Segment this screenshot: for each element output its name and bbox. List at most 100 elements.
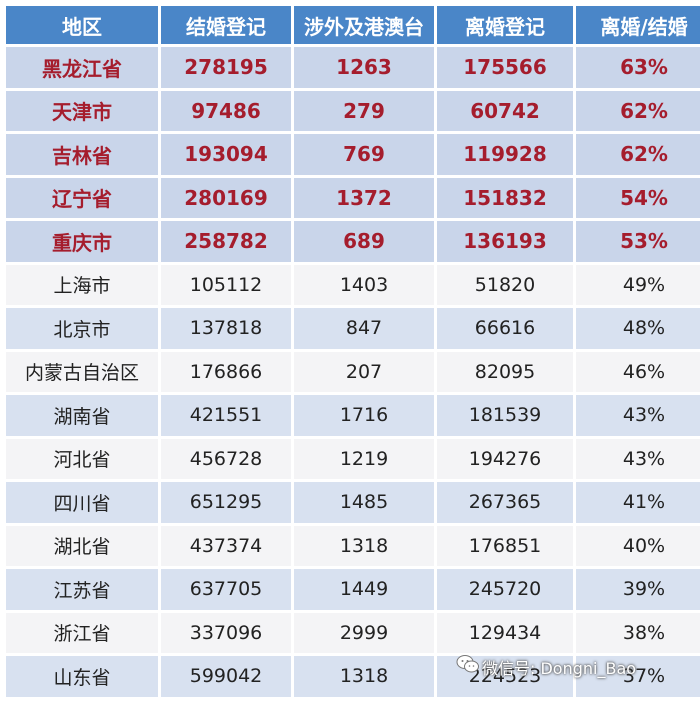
- header-foreign: 涉外及港澳台: [294, 6, 434, 44]
- cell-region: 河北省: [6, 438, 158, 479]
- cell-ratio: 43%: [576, 438, 700, 479]
- cell-marriage: 97486: [161, 90, 291, 131]
- cell-divorce: 194276: [437, 438, 573, 479]
- cell-region: 湖南省: [6, 395, 158, 436]
- cell-marriage: 193094: [161, 134, 291, 175]
- cell-foreign: 1449: [294, 569, 434, 610]
- cell-marriage: 280169: [161, 177, 291, 218]
- cell-divorce: 129434: [437, 612, 573, 653]
- cell-foreign: 1372: [294, 177, 434, 218]
- cell-region: 内蒙古自治区: [6, 351, 158, 392]
- cell-ratio: 48%: [576, 308, 700, 349]
- table-row: 四川省 651295 1485 267365 41%: [6, 482, 700, 523]
- cell-foreign: 1318: [294, 525, 434, 566]
- cell-ratio: 41%: [576, 482, 700, 523]
- table-row: 北京市 137818 847 66616 48%: [6, 308, 700, 349]
- cell-divorce: 82095: [437, 351, 573, 392]
- cell-foreign: 207: [294, 351, 434, 392]
- cell-divorce: 151832: [437, 177, 573, 218]
- cell-ratio: 39%: [576, 569, 700, 610]
- cell-ratio: 38%: [576, 612, 700, 653]
- cell-foreign: 279: [294, 90, 434, 131]
- wechat-icon: [456, 655, 479, 673]
- cell-marriage: 105112: [161, 264, 291, 305]
- header-region: 地区: [6, 6, 158, 44]
- cell-foreign: 1263: [294, 47, 434, 88]
- table-row: 内蒙古自治区 176866 207 82095 46%: [6, 351, 700, 392]
- cell-ratio: 46%: [576, 351, 700, 392]
- cell-divorce: 267365: [437, 482, 573, 523]
- cell-marriage: 137818: [161, 308, 291, 349]
- table-body: 黑龙江省 278195 1263 175566 63% 天津市 97486 279 60742 6…: [6, 47, 700, 697]
- cell-foreign: 2999: [294, 612, 434, 653]
- cell-region: 辽宁省: [6, 177, 158, 218]
- cell-ratio: 54%: [576, 177, 700, 218]
- cell-foreign: 1318: [294, 656, 434, 697]
- cell-ratio: 53%: [576, 221, 700, 262]
- cell-marriage: 437374: [161, 525, 291, 566]
- cell-marriage: 278195: [161, 47, 291, 88]
- cell-ratio: 62%: [576, 90, 700, 131]
- cell-marriage: 456728: [161, 438, 291, 479]
- table-row: 山东省 599042 1318 224523 37%: [6, 656, 700, 697]
- cell-ratio: 37%: [576, 656, 700, 697]
- table-row: 湖北省 437374 1318 176851 40%: [6, 525, 700, 566]
- cell-divorce: 66616: [437, 308, 573, 349]
- cell-divorce: 176851: [437, 525, 573, 566]
- cell-region: 四川省: [6, 482, 158, 523]
- cell-region: 重庆市: [6, 221, 158, 262]
- cell-marriage: 651295: [161, 482, 291, 523]
- cell-region: 上海市: [6, 264, 158, 305]
- cell-marriage: 637705: [161, 569, 291, 610]
- header-marriage: 结婚登记: [161, 6, 291, 44]
- cell-ratio: 49%: [576, 264, 700, 305]
- cell-foreign: 1403: [294, 264, 434, 305]
- cell-region: 山东省: [6, 656, 158, 697]
- cell-ratio: 62%: [576, 134, 700, 175]
- cell-marriage: 599042: [161, 656, 291, 697]
- cell-divorce: 119928: [437, 134, 573, 175]
- watermark-text: 微信号: Dongni_Bao: [482, 659, 637, 678]
- cell-divorce: 245720: [437, 569, 573, 610]
- cell-ratio: 40%: [576, 525, 700, 566]
- table-row: 天津市 97486 279 60742 62%: [6, 90, 700, 131]
- cell-divorce: 136193: [437, 221, 573, 262]
- table-row: 浙江省 337096 2999 129434 38%: [6, 612, 700, 653]
- table-row: 辽宁省 280169 1372 151832 54%: [6, 177, 700, 218]
- cell-foreign: 847: [294, 308, 434, 349]
- cell-marriage: 176866: [161, 351, 291, 392]
- cell-divorce: 175566: [437, 47, 573, 88]
- cell-region: 天津市: [6, 90, 158, 131]
- table-row: 重庆市 258782 689 136193 53%: [6, 221, 700, 262]
- cell-ratio: 63%: [576, 47, 700, 88]
- cell-divorce: 51820: [437, 264, 573, 305]
- cell-marriage: 337096: [161, 612, 291, 653]
- header-divorce: 离婚登记: [437, 6, 573, 44]
- marriage-divorce-table: 地区 结婚登记 涉外及港澳台 离婚登记 离婚/结婚 黑龙江省 278195 1263…: [3, 3, 700, 700]
- table-row: 上海市 105112 1403 51820 49%: [6, 264, 700, 305]
- cell-divorce: 181539: [437, 395, 573, 436]
- cell-foreign: 1219: [294, 438, 434, 479]
- cell-foreign: 1716: [294, 395, 434, 436]
- cell-marriage: 421551: [161, 395, 291, 436]
- table-row: 湖南省 421551 1716 181539 43%: [6, 395, 700, 436]
- cell-foreign: 769: [294, 134, 434, 175]
- table-row: 河北省 456728 1219 194276 43%: [6, 438, 700, 479]
- cell-divorce: 224523: [437, 656, 573, 697]
- cell-region: 江苏省: [6, 569, 158, 610]
- cell-region: 吉林省: [6, 134, 158, 175]
- cell-ratio: 43%: [576, 395, 700, 436]
- cell-divorce: 60742: [437, 90, 573, 131]
- cell-foreign: 1485: [294, 482, 434, 523]
- cell-marriage: 258782: [161, 221, 291, 262]
- table-header-row: 地区 结婚登记 涉外及港澳台 离婚登记 离婚/结婚: [6, 6, 700, 44]
- cell-region: 浙江省: [6, 612, 158, 653]
- cell-region: 湖北省: [6, 525, 158, 566]
- table-row: 黑龙江省 278195 1263 175566 63%: [6, 47, 700, 88]
- cell-region: 北京市: [6, 308, 158, 349]
- table-row: 吉林省 193094 769 119928 62%: [6, 134, 700, 175]
- header-ratio: 离婚/结婚: [576, 6, 700, 44]
- cell-foreign: 689: [294, 221, 434, 262]
- cell-region: 黑龙江省: [6, 47, 158, 88]
